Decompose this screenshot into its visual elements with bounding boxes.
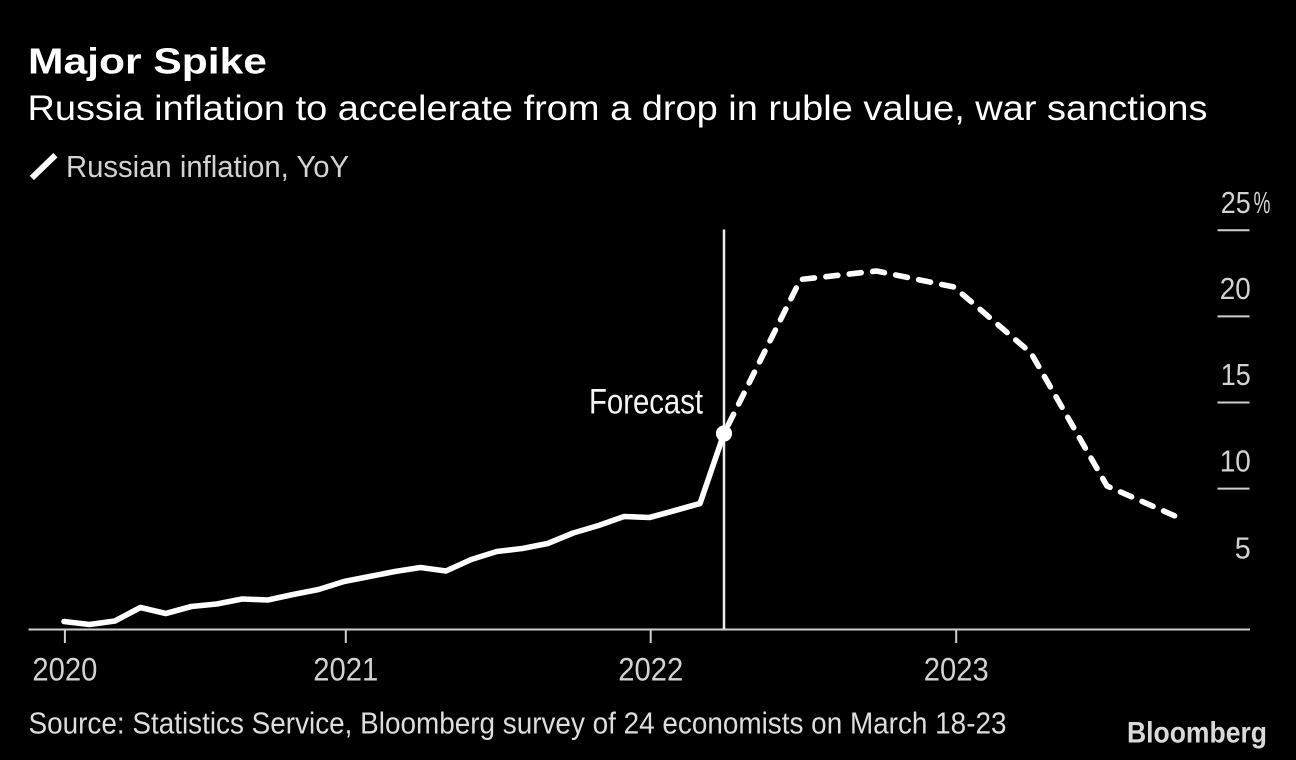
svg-text:Bloomberg: Bloomberg bbox=[1127, 717, 1267, 750]
svg-text:Forecast: Forecast bbox=[589, 383, 703, 422]
svg-text:20: 20 bbox=[1220, 271, 1251, 306]
svg-text:Major Spike: Major Spike bbox=[28, 41, 267, 82]
svg-text:2020: 2020 bbox=[32, 651, 97, 687]
svg-text:Russian inflation, YoY: Russian inflation, YoY bbox=[66, 149, 349, 184]
svg-text:2022: 2022 bbox=[618, 651, 683, 687]
svg-text:%: % bbox=[1254, 185, 1271, 220]
svg-text:2021: 2021 bbox=[313, 651, 378, 687]
svg-text:Source: Statistics Service, Bl: Source: Statistics Service, Bloomberg su… bbox=[29, 706, 1007, 741]
svg-text:5: 5 bbox=[1235, 530, 1251, 565]
svg-text:15: 15 bbox=[1221, 357, 1251, 392]
svg-text:Russia inflation to accelerate: Russia inflation to accelerate from a dr… bbox=[28, 89, 1208, 128]
svg-text:25: 25 bbox=[1221, 185, 1251, 220]
svg-text:10: 10 bbox=[1220, 443, 1251, 478]
svg-text:2023: 2023 bbox=[924, 651, 989, 687]
